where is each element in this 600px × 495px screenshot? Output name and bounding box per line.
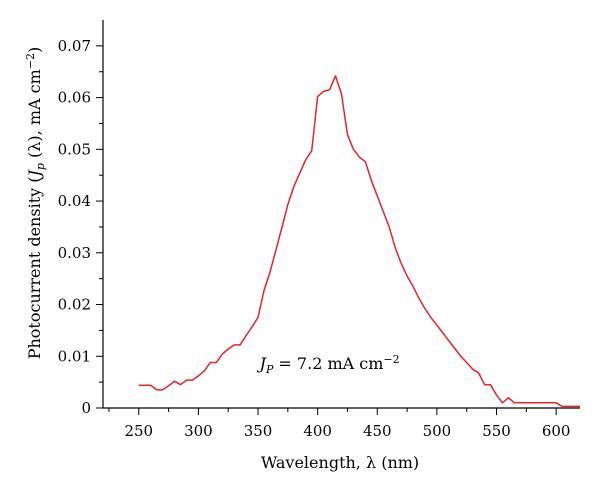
series-layer [138, 75, 580, 408]
y-axis-title-part: Photocurrent density ( [25, 177, 44, 360]
x-axis-title: Wavelength, λ (nm) [261, 453, 419, 472]
y-tick-label: 0.04 [58, 192, 91, 210]
y-tick-label: 0.01 [58, 347, 91, 365]
x-tick-label: 450 [363, 422, 392, 440]
annotation-value: = 7.2 mA cm [273, 354, 383, 373]
y-axis-title-subscript: p [34, 163, 47, 170]
y-axis-title-part: ) [25, 47, 44, 53]
ticks: 250 300 350 400 450 500 550 600 0 0.01 0.02 0.03 0.0… [58, 37, 571, 440]
y-axis-title: Photocurrent density (Jp (λ), mA cm−2) [24, 47, 47, 360]
x-tick-label: 600 [542, 422, 571, 440]
annotation-superscript: −2 [383, 353, 399, 366]
y-axis-title-symbol: J [25, 169, 44, 180]
y-tick-label: 0.07 [58, 37, 91, 55]
y-axis-title-part: (λ), mA cm [25, 69, 44, 163]
axes [102, 20, 580, 409]
x-tick-label: 400 [303, 422, 332, 440]
y-tick-label: 0.05 [58, 140, 91, 158]
y-tick-label: 0.06 [58, 89, 91, 107]
x-tick-label: 350 [244, 422, 273, 440]
y-tick-label: 0.02 [58, 296, 91, 314]
y-axis-title-superscript: −2 [24, 53, 37, 69]
annotation-symbol: J [257, 354, 268, 373]
x-tick-label: 300 [184, 422, 213, 440]
jp-annotation: JP = 7.2 mA cm−2 [257, 353, 400, 376]
x-tick-label: 550 [482, 422, 511, 440]
y-tick-label: 0 [81, 399, 91, 417]
annotation-subscript: P [265, 363, 274, 376]
x-tick-label: 500 [423, 422, 452, 440]
x-tick-label: 250 [124, 422, 153, 440]
y-tick-label: 0.03 [58, 244, 91, 262]
series-line [138, 75, 580, 408]
